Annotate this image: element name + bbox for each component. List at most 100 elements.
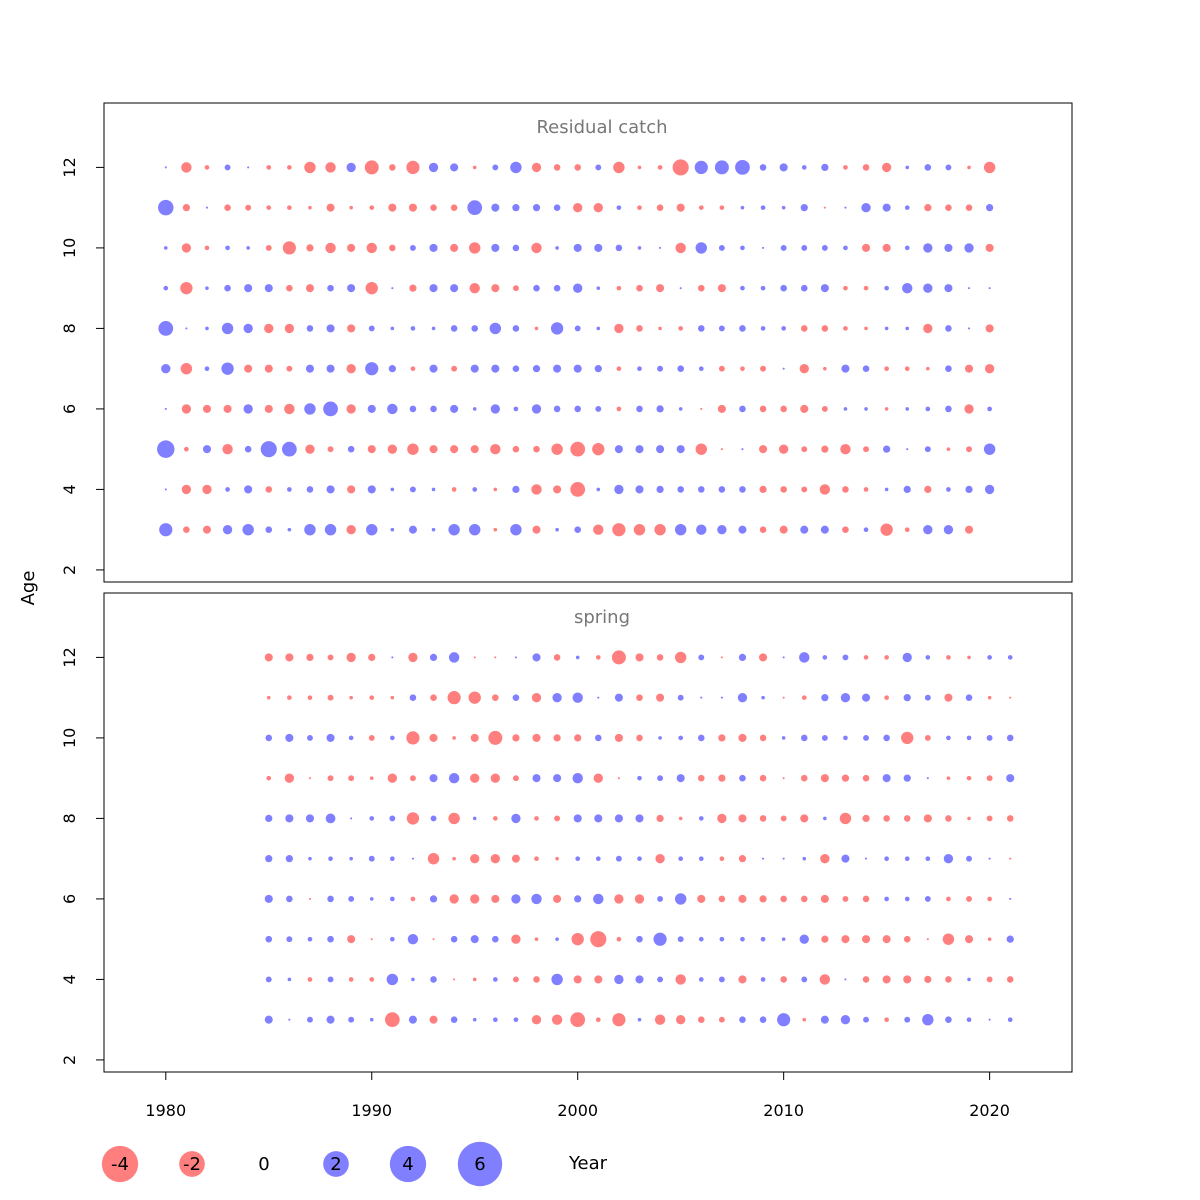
bubble (364, 160, 379, 175)
bubble (945, 365, 952, 372)
bubble (574, 734, 582, 742)
bubble (387, 773, 398, 783)
bubble (430, 694, 437, 701)
bubble (946, 776, 951, 780)
bubble (924, 164, 932, 171)
bubble (823, 366, 827, 371)
x-tick-label: 1990 (351, 1101, 392, 1120)
bubble (696, 524, 707, 535)
bubbles (157, 159, 996, 537)
bubble (718, 325, 725, 332)
bubble (882, 774, 891, 783)
bubble (266, 205, 272, 210)
bubble (430, 976, 437, 983)
bubble (409, 284, 417, 292)
bubble (221, 362, 234, 375)
bubble (656, 284, 665, 293)
bubble (800, 774, 808, 782)
bubble (676, 1015, 686, 1025)
bubble (531, 242, 542, 254)
bubble (884, 366, 889, 371)
bubble (306, 244, 314, 252)
bubble (884, 407, 889, 411)
bubble (988, 857, 991, 860)
bubble (494, 656, 497, 659)
bubble (884, 695, 889, 700)
x-axis: 1980 1990 2000 2010 2020 (145, 1071, 1010, 1120)
bubble (514, 656, 517, 659)
bubble (597, 696, 600, 699)
bubble (553, 485, 562, 494)
bubble (532, 525, 541, 534)
bubble (180, 281, 193, 295)
bubble (942, 933, 955, 945)
bubble (534, 326, 539, 331)
bubble (429, 733, 438, 742)
bubble (243, 404, 253, 414)
bubble (428, 162, 439, 173)
bubble (614, 974, 624, 985)
bubble (862, 895, 870, 903)
bubble (185, 327, 188, 330)
bubble (964, 935, 974, 944)
bubble (967, 816, 971, 821)
bubble (470, 733, 479, 742)
bubble (594, 814, 603, 823)
bubble (281, 441, 297, 457)
panel-title: Residual catch (536, 117, 667, 138)
bubble (348, 1016, 355, 1023)
bubble (410, 366, 416, 371)
panel-title: spring (574, 607, 630, 628)
bubble (925, 856, 931, 861)
bubble (448, 523, 460, 536)
bubble (452, 736, 456, 740)
bubble (923, 243, 933, 253)
bubble (842, 654, 849, 661)
bubble (759, 1016, 767, 1023)
bubble (348, 775, 355, 782)
bubble (325, 242, 336, 254)
bubble (264, 323, 274, 334)
bubble (925, 655, 931, 660)
bubble (327, 935, 334, 943)
bubble (987, 695, 992, 700)
bubble (903, 815, 911, 822)
bubble (224, 204, 231, 211)
bubble (327, 654, 334, 661)
y-tick-label: 8 (60, 813, 79, 823)
bubble (656, 814, 664, 823)
legend-label: -4 (111, 1154, 129, 1175)
bubble (654, 1014, 666, 1025)
bubble (286, 936, 293, 943)
bubble (450, 325, 458, 332)
bubble (184, 446, 189, 452)
y-tick-label: 6 (60, 404, 79, 414)
bubble (862, 365, 870, 372)
bubble (821, 445, 829, 453)
bubble (633, 523, 646, 536)
y-axis-label: Age (18, 571, 39, 606)
bubble (327, 775, 334, 782)
bubble (821, 163, 829, 172)
bubble (369, 205, 375, 210)
bubble (265, 244, 272, 251)
bubble (512, 285, 519, 292)
bubble (450, 163, 459, 172)
bubble (596, 326, 601, 331)
legend-bubble (389, 1145, 427, 1183)
bubble (202, 404, 212, 413)
bubble (614, 894, 624, 904)
bubble (574, 164, 582, 171)
bubble (986, 204, 994, 212)
bubble (472, 816, 477, 821)
bubble (820, 774, 829, 783)
bubble (779, 163, 788, 172)
bubble (574, 325, 581, 332)
bubble (246, 246, 250, 250)
bubble (409, 244, 416, 251)
bubble (367, 404, 376, 413)
bubble (490, 853, 500, 864)
bubble (801, 165, 807, 170)
bubble (637, 856, 642, 861)
bubble (326, 324, 335, 333)
